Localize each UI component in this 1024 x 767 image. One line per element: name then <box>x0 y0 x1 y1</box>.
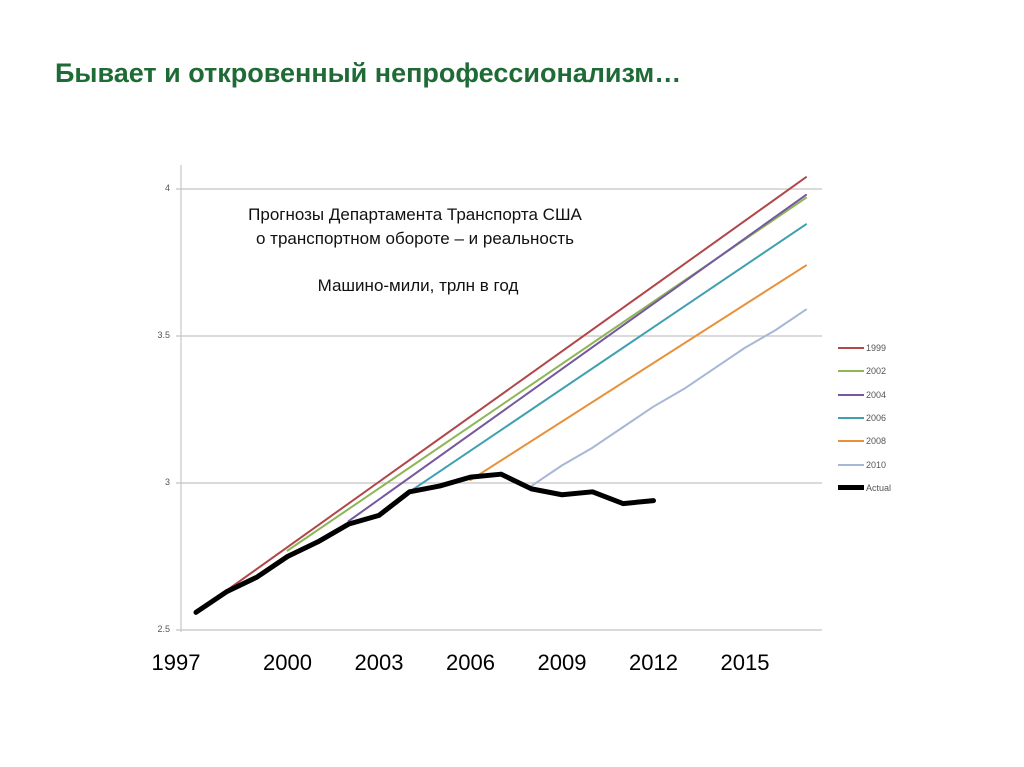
slide-title: Бывает и откровенный непрофессионализм… <box>55 58 682 88</box>
y-axis-label: Машино-мили, трлн в год <box>317 276 519 295</box>
legend-label: 2002 <box>866 366 887 377</box>
x-tick-label: 2003 <box>354 650 404 675</box>
x-tick-label: 2012 <box>629 650 678 675</box>
chart-title-line-2: о транспортном обороте – и реальность <box>255 229 575 248</box>
legend-label: 2004 <box>866 389 887 400</box>
y-tick-label: 3 <box>164 477 170 487</box>
legend-label: 2006 <box>866 412 887 423</box>
legend-label: 2008 <box>866 436 887 447</box>
legend-swatch <box>838 440 864 443</box>
y-tick-label: 2.5 <box>157 624 170 634</box>
series-line-2004 <box>347 193 807 523</box>
legend-item: Actual <box>838 483 891 493</box>
legend-label: 1999 <box>866 343 887 353</box>
legend-item: 2006 <box>838 413 886 423</box>
x-tick-label: 2006 <box>446 650 495 675</box>
legend-label: Actual <box>866 482 892 493</box>
legend-swatch <box>838 370 864 373</box>
legend-swatch <box>838 485 864 491</box>
series-line-2006 <box>408 223 807 493</box>
legend-item: 2010 <box>838 460 886 470</box>
legend-item: 2004 <box>838 390 886 400</box>
legend-swatch <box>838 463 864 466</box>
legend-swatch <box>838 347 864 349</box>
legend-item: 2008 <box>838 436 886 446</box>
y-tick-label: 3.5 <box>157 330 170 340</box>
legend-label: 2010 <box>866 459 887 470</box>
legend-item: 1999 <box>838 343 886 353</box>
x-tick-label: 1997 <box>151 650 201 675</box>
legend-swatch <box>838 416 864 419</box>
y-tick-label: 4 <box>164 183 170 193</box>
series-line-2008 <box>469 264 807 482</box>
chart-title-line-1: Прогнозы Департамента Транспорта США <box>248 205 582 224</box>
series-line-actual <box>193 471 656 615</box>
legend-swatch <box>838 393 864 396</box>
x-tick-label: 2015 <box>720 650 770 675</box>
x-tick-label: 2009 <box>537 650 587 675</box>
legend-item: 2002 <box>838 366 886 376</box>
x-tick-label: 2000 <box>263 650 312 675</box>
series-line-2010 <box>530 308 807 487</box>
series-line-1999 <box>195 176 807 614</box>
